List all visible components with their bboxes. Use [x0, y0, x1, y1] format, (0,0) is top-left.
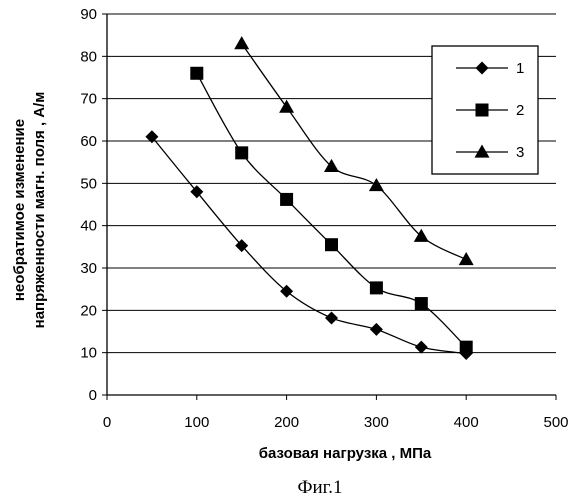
series-2-point — [190, 67, 203, 80]
y-tick-label: 30 — [80, 260, 97, 277]
y-tick-label: 70 — [80, 91, 97, 108]
legend-label: 2 — [516, 102, 524, 119]
series-group — [145, 36, 473, 360]
series-2-point — [235, 146, 248, 159]
y-axis-title-line1: необратимое изменение — [11, 119, 28, 301]
y-tick-label: 10 — [80, 345, 97, 362]
series-1-point — [415, 341, 428, 354]
y-tick-label: 90 — [80, 6, 97, 23]
series-1 — [145, 130, 472, 360]
figure-caption: Фиг.1 — [297, 477, 342, 498]
series-2-point — [280, 193, 293, 206]
y-axis-title-line2: напряженности магн. поля , А/м — [31, 92, 48, 329]
legend-label: 1 — [516, 60, 524, 77]
series-3-point — [234, 36, 249, 49]
series-1-point — [370, 323, 383, 336]
x-tick-label: 400 — [454, 414, 479, 431]
x-tick-label: 500 — [543, 414, 568, 431]
y-tick-label: 40 — [80, 218, 97, 235]
y-tick-label: 50 — [80, 175, 97, 192]
y-tick-label: 0 — [89, 387, 97, 404]
legend-marker-square — [476, 104, 489, 117]
series-3-point — [369, 178, 384, 191]
series-3-point — [279, 100, 294, 113]
y-tick-labels: 0 10 20 30 40 50 60 70 80 90 — [80, 6, 97, 404]
series-2-point — [370, 281, 383, 294]
x-axis-title: базовая нагрузка , МПа — [259, 445, 432, 462]
series-3-point — [459, 252, 474, 265]
legend-label: 3 — [516, 144, 524, 161]
series-1-line — [152, 137, 466, 354]
series-1-point — [325, 311, 338, 324]
y-tick-label: 60 — [80, 133, 97, 150]
y-tick-label: 20 — [80, 302, 97, 319]
series-2-point — [325, 238, 338, 251]
legend: 1 2 3 — [432, 46, 538, 174]
y-tick-label: 80 — [80, 48, 97, 65]
x-tick-labels: 0 100 200 300 400 500 — [103, 414, 569, 431]
x-tick-label: 300 — [364, 414, 389, 431]
x-tick-label: 200 — [274, 414, 299, 431]
series-2-point — [415, 297, 428, 310]
x-tick-label: 0 — [103, 414, 111, 431]
series-2-point — [460, 341, 473, 354]
x-tick-label: 100 — [184, 414, 209, 431]
